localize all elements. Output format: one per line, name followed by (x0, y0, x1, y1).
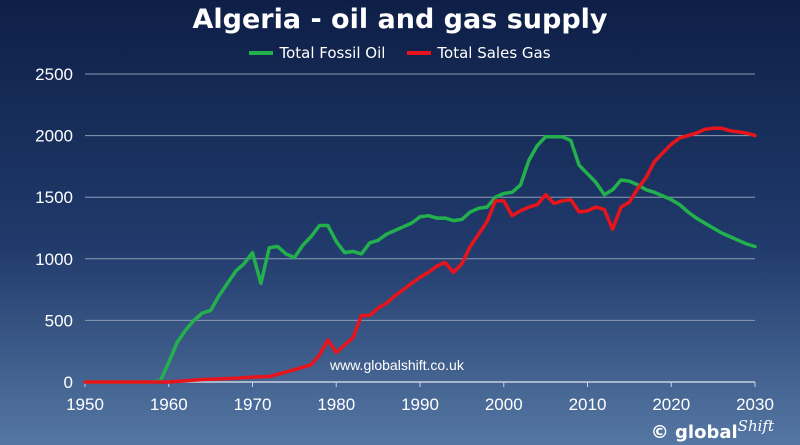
series-line-oil (83, 135, 757, 384)
legend-item-oil: Total Fossil Oil (249, 44, 385, 62)
globalshift-logo: © globalShift (651, 417, 774, 443)
grid-layer (85, 73, 755, 383)
legend-swatch-gas (407, 51, 432, 55)
x-tick-label: 2000 (485, 395, 523, 414)
y-tick-label: 2500 (35, 65, 73, 84)
axis-layer: 0 500 1000 1500 2000 2500 1950 1960 1970 1980 1990… (35, 65, 774, 414)
chart-title: Algeria - oil and gas supply (192, 4, 608, 35)
x-tick-label: 2030 (736, 395, 774, 414)
chart-annotation: www.globalshift.co.uk (329, 357, 465, 373)
x-tick-label: 1970 (234, 395, 272, 414)
legend-label-gas: Total Sales Gas (437, 44, 551, 62)
x-tick-label: 1990 (401, 395, 439, 414)
x-tick-label: 2020 (652, 395, 690, 414)
x-tick-label: 1950 (66, 395, 104, 414)
y-tick-label: 0 (64, 373, 73, 392)
y-tick-label: 2000 (35, 127, 73, 146)
logo-script: Shift (737, 417, 774, 435)
series-layer (83, 126, 757, 384)
series-line-gas (83, 126, 757, 384)
legend-label-oil: Total Fossil Oil (279, 44, 386, 62)
y-tick-label: 1000 (35, 250, 73, 269)
logo-text: © global (650, 422, 738, 443)
x-tick-label: 1980 (317, 395, 355, 414)
x-tick-label: 2010 (569, 395, 607, 414)
y-tick-label: 500 (45, 311, 73, 330)
legend-item-gas: Total Sales Gas (407, 44, 551, 62)
y-tick-label: 1500 (35, 188, 73, 207)
legend-swatch-oil (249, 51, 274, 55)
x-tick-label: 1960 (150, 395, 188, 414)
legend: Total Fossil Oil Total Sales Gas (0, 44, 800, 62)
